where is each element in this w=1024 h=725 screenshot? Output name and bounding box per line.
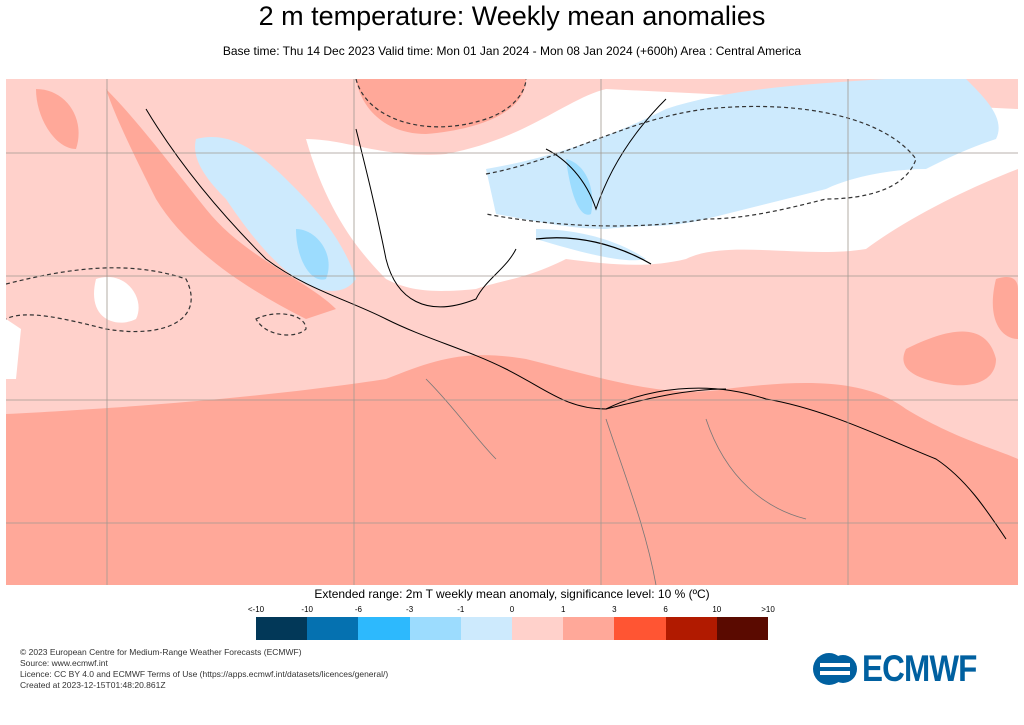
legend-swatch — [256, 617, 308, 640]
page-title: 2 m temperature: Weekly mean anomalies — [258, 1, 766, 31]
cold-region-central-mexico — [296, 229, 329, 280]
legend-label: -6 — [354, 605, 362, 614]
cold-region-atlantic — [486, 79, 999, 229]
legend-label: -1 — [457, 605, 465, 614]
legend-label: 10 — [712, 605, 722, 614]
warm-region-south — [6, 355, 1018, 585]
warm-region-pacific-coast — [106, 89, 336, 319]
graticule — [6, 79, 1018, 585]
significance-contour — [355, 79, 527, 128]
anomaly-map — [6, 79, 1018, 585]
source-text: Source: www.ecmwf.int — [20, 658, 108, 668]
legend-title: Extended range: 2m T weekly mean anomaly… — [314, 587, 710, 601]
border-lines — [425, 378, 807, 585]
legend-swatch — [512, 617, 564, 640]
coastline-florida — [545, 98, 667, 211]
ecmwf-logo-text: ECMWF — [862, 648, 977, 689]
legend-colorbar — [256, 617, 769, 640]
neutral-region-pacific — [94, 277, 139, 323]
significance-contour — [485, 105, 917, 227]
copyright-text: © 2023 European Centre for Medium-Range … — [20, 647, 302, 657]
legend-label: 0 — [509, 605, 515, 614]
legend-swatch — [614, 617, 666, 640]
ecmwf-logo-icon — [813, 653, 857, 685]
subtitle: Base time: Thu 14 Dec 2023 Valid time: M… — [222, 44, 802, 58]
licence-text: Licence: CC BY 4.0 and ECMWF Terms of Us… — [20, 669, 389, 679]
legend-swatch — [665, 617, 717, 640]
footer: © 2023 European Centre for Medium-Range … — [20, 647, 388, 691]
warm-region-west — [36, 89, 79, 149]
legend-label: 1 — [560, 605, 566, 614]
legend-swatch — [307, 617, 359, 640]
coastline-mexico-gulf — [355, 128, 517, 308]
coastline-pacific — [145, 108, 727, 410]
legend-swatch — [460, 617, 513, 640]
legend-swatch — [716, 617, 769, 640]
cold-region-florida — [566, 159, 593, 215]
legend-swatch — [409, 617, 461, 640]
legend-label: <-10 — [247, 605, 265, 614]
coastline-cuba — [535, 237, 652, 265]
legend-labels: <-10 -10 -6 -3 -1 0 1 3 6 10 >10 — [248, 605, 775, 617]
neutral-region-west-edge — [6, 319, 21, 379]
warm-region-east — [992, 277, 1018, 339]
legend-swatch — [358, 617, 410, 640]
warm-region-atlantic — [903, 331, 996, 386]
cold-region-cuba — [536, 229, 646, 261]
legend-label: 6 — [663, 605, 668, 614]
legend-label: >10 — [761, 605, 775, 614]
coastline-south-america — [605, 387, 1007, 540]
legend-label: -10 — [301, 605, 313, 614]
significance-contour — [255, 313, 307, 336]
ecmwf-logo: ECMWF — [812, 648, 997, 690]
legend-label: 3 — [612, 605, 617, 614]
legend-swatch — [563, 617, 615, 640]
legend-label: -3 — [406, 605, 414, 614]
created-text: Created at 2023-12-15T01:48:20.861Z — [20, 680, 166, 690]
